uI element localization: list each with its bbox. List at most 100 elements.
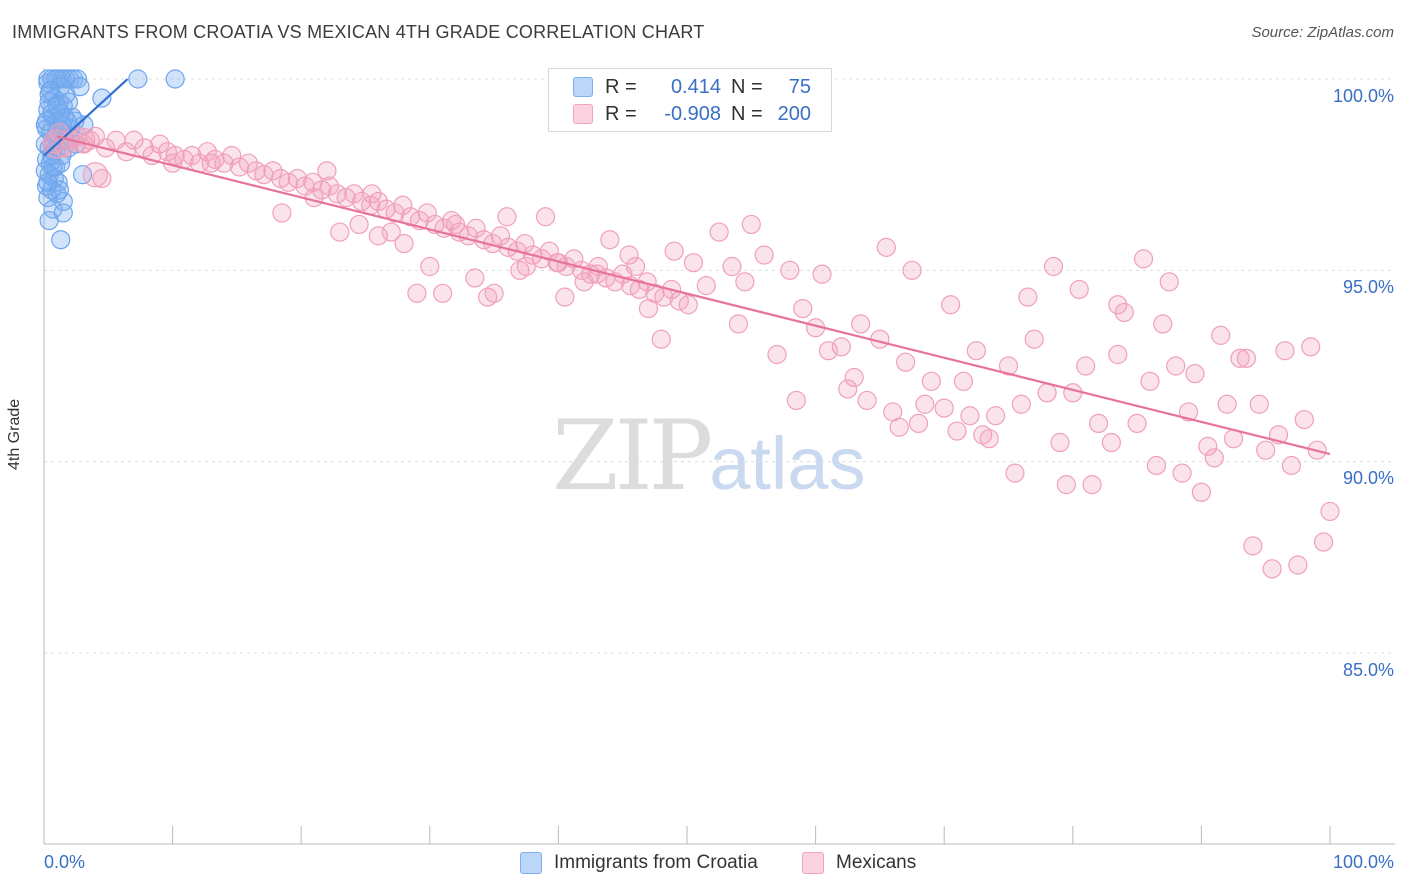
n-value: 200 [777, 102, 811, 125]
y-tick-label: 95.0% [1342, 277, 1394, 297]
point-mexicans [941, 295, 961, 315]
point-mexicans [1024, 329, 1044, 349]
trendline-mexicans [56, 135, 1331, 456]
point-mexicans [368, 191, 388, 212]
point-mexicans [385, 203, 405, 223]
point-mexicans [1088, 413, 1109, 433]
trendline-croatia [43, 78, 129, 157]
point-mexicans [1236, 348, 1257, 368]
y-tick-label: 100.0% [1332, 86, 1394, 106]
point-mexicans [902, 260, 922, 280]
point-mexicans [1178, 402, 1199, 422]
point-mexicans [979, 429, 999, 449]
point-mexicans [1011, 394, 1031, 414]
point-mexicans [201, 153, 221, 173]
point-mexicans [1249, 394, 1269, 414]
point-mexicans [767, 344, 787, 365]
r-value: 0.414 [670, 75, 721, 98]
point-mexicans [1056, 475, 1076, 495]
point-mexicans [150, 134, 170, 154]
point-mexicans [516, 256, 536, 277]
point-mexicans [1114, 302, 1134, 323]
point-mexicans [966, 341, 986, 361]
point-mexicans [857, 390, 877, 411]
point-mexicans [831, 337, 851, 357]
point-mexicans [1063, 383, 1083, 403]
r-label: R = [605, 102, 637, 125]
point-mexicans [638, 299, 659, 319]
point-mexicans [915, 394, 935, 414]
point-croatia [38, 188, 58, 208]
point-mexicans [182, 145, 202, 166]
legend-swatch-pink [573, 104, 593, 124]
y-axis-label: 4th Grade [6, 398, 23, 470]
r-label: R = [605, 75, 637, 98]
point-mexicans [263, 161, 283, 181]
point-mexicans [696, 276, 716, 296]
point-mexicans [1191, 482, 1212, 502]
point-mexicans [1256, 440, 1276, 460]
point-mexicans [709, 222, 729, 242]
point-mexicans [960, 406, 980, 426]
r-value: -0.908 [664, 102, 721, 125]
point-mexicans [92, 168, 112, 189]
point-mexicans [1281, 455, 1302, 476]
point-mexicans [1082, 475, 1102, 495]
point-mexicans [497, 207, 517, 227]
legend-item-croatia[interactable]: Immigrants from Croatia [520, 852, 758, 874]
point-mexicans [1198, 436, 1218, 456]
point-mexicans [368, 226, 388, 246]
point-croatia [128, 69, 148, 89]
point-mexicans [1037, 383, 1057, 403]
point-croatia [47, 96, 67, 116]
point-mexicans [381, 222, 401, 242]
point-mexicans [818, 341, 839, 361]
point-mexicans [1043, 256, 1064, 277]
point-mexicans [793, 299, 813, 319]
point-mexicans [393, 195, 413, 215]
stats-row-croatia: R = 0.414 N = 75 [573, 74, 811, 100]
y-tick-label: 85.0% [1342, 660, 1394, 680]
point-mexicans [678, 295, 698, 315]
point-croatia [72, 165, 93, 185]
point-mexicans [238, 153, 259, 173]
point-mexicans [600, 230, 620, 250]
point-mexicans [1050, 432, 1070, 453]
point-croatia [53, 191, 73, 212]
point-mexicans [1185, 364, 1205, 384]
point-mexicans [947, 421, 967, 441]
y-tick-label: 90.0% [1342, 468, 1394, 488]
point-mexicans [490, 226, 511, 246]
watermark: ZIPatlas [552, 400, 866, 512]
point-croatia [58, 92, 79, 112]
legend-label: Immigrants from Croatia [554, 852, 758, 873]
point-mexicans [134, 138, 154, 158]
point-croatia [51, 230, 71, 250]
point-mexicans [1146, 455, 1166, 476]
point-croatia [39, 210, 59, 231]
point-mexicans [1101, 432, 1121, 453]
point-mexicans [728, 314, 749, 334]
point-mexicans [1204, 448, 1224, 468]
point-mexicans [442, 210, 462, 231]
point-mexicans [349, 214, 369, 235]
point-mexicans [735, 272, 755, 292]
point-mexicans [535, 207, 556, 227]
point-mexicans [722, 256, 742, 277]
point-mexicans [998, 356, 1019, 376]
point-mexicans [1153, 314, 1173, 334]
point-mexicans [82, 162, 109, 188]
point-mexicans [420, 256, 440, 277]
point-mexicans [330, 222, 350, 242]
legend-item-mexicans[interactable]: Mexicans [802, 852, 916, 874]
point-mexicans [124, 130, 144, 150]
point-mexicans [1217, 394, 1237, 414]
point-mexicans [1159, 272, 1179, 292]
point-mexicans [908, 413, 929, 433]
stats-row-mexicans: R = -0.908 N = 200 [573, 101, 811, 127]
watermark-zip: ZIP [552, 400, 713, 512]
n-label: N = [731, 102, 763, 125]
point-mexicans [1005, 463, 1025, 483]
point-mexicans [786, 390, 806, 411]
